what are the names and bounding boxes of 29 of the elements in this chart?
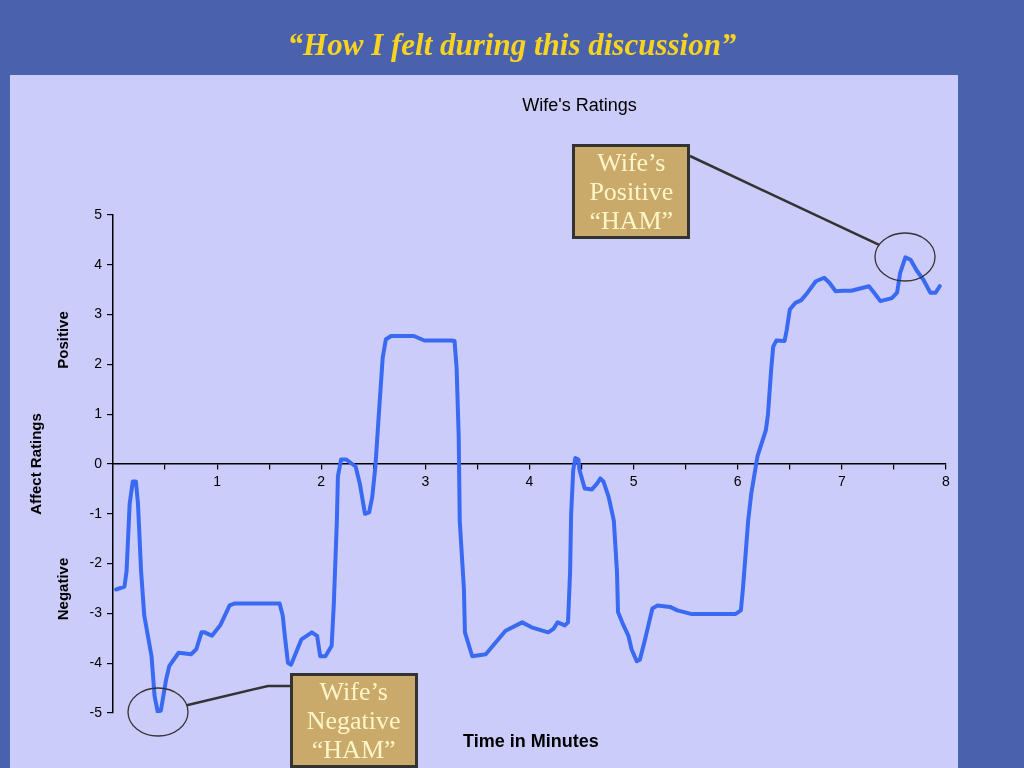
x-tick-label: 1	[213, 473, 222, 490]
y-tick-label: 4	[94, 255, 103, 272]
x-tick-label: 4	[525, 473, 534, 490]
y-tick-label: 5	[94, 205, 103, 222]
annotation: Wife’s Positive “HAM”	[589, 148, 674, 236]
x-tick-label: 2	[317, 473, 326, 490]
x-tick-label: 5	[629, 473, 638, 490]
x-axis-title: Time in Minutes	[463, 731, 599, 751]
y-tick-label: -2	[89, 554, 103, 571]
y-tick-label: -5	[89, 703, 103, 720]
y-axis-title: Affect Ratings	[26, 413, 44, 515]
chart-subtitle: Wife's Ratings	[522, 95, 637, 115]
y-tick-label: -1	[89, 504, 103, 521]
text: Negative	[53, 557, 71, 620]
x-tick-label: 3	[421, 473, 430, 490]
y-tick-label: -4	[89, 654, 103, 671]
chart-title: “How I felt during this discussion”	[287, 27, 737, 63]
y-tick-label: -3	[89, 604, 103, 621]
note-box: Wife’s Positive “HAM”	[572, 144, 691, 240]
text: Positive	[53, 310, 71, 369]
y-tick-label: 1	[94, 405, 103, 422]
y-tick-label: 0	[94, 454, 103, 471]
y-tick-label: 2	[94, 355, 103, 372]
annotation: Wife’s Negative “HAM”	[306, 677, 401, 764]
y-tick-label: 3	[94, 305, 103, 322]
x-tick-label: 8	[942, 473, 951, 490]
note-box: Wife’s Negative “HAM”	[289, 673, 418, 768]
x-tick-label: 6	[733, 473, 742, 490]
x-tick-label: 7	[837, 473, 846, 490]
